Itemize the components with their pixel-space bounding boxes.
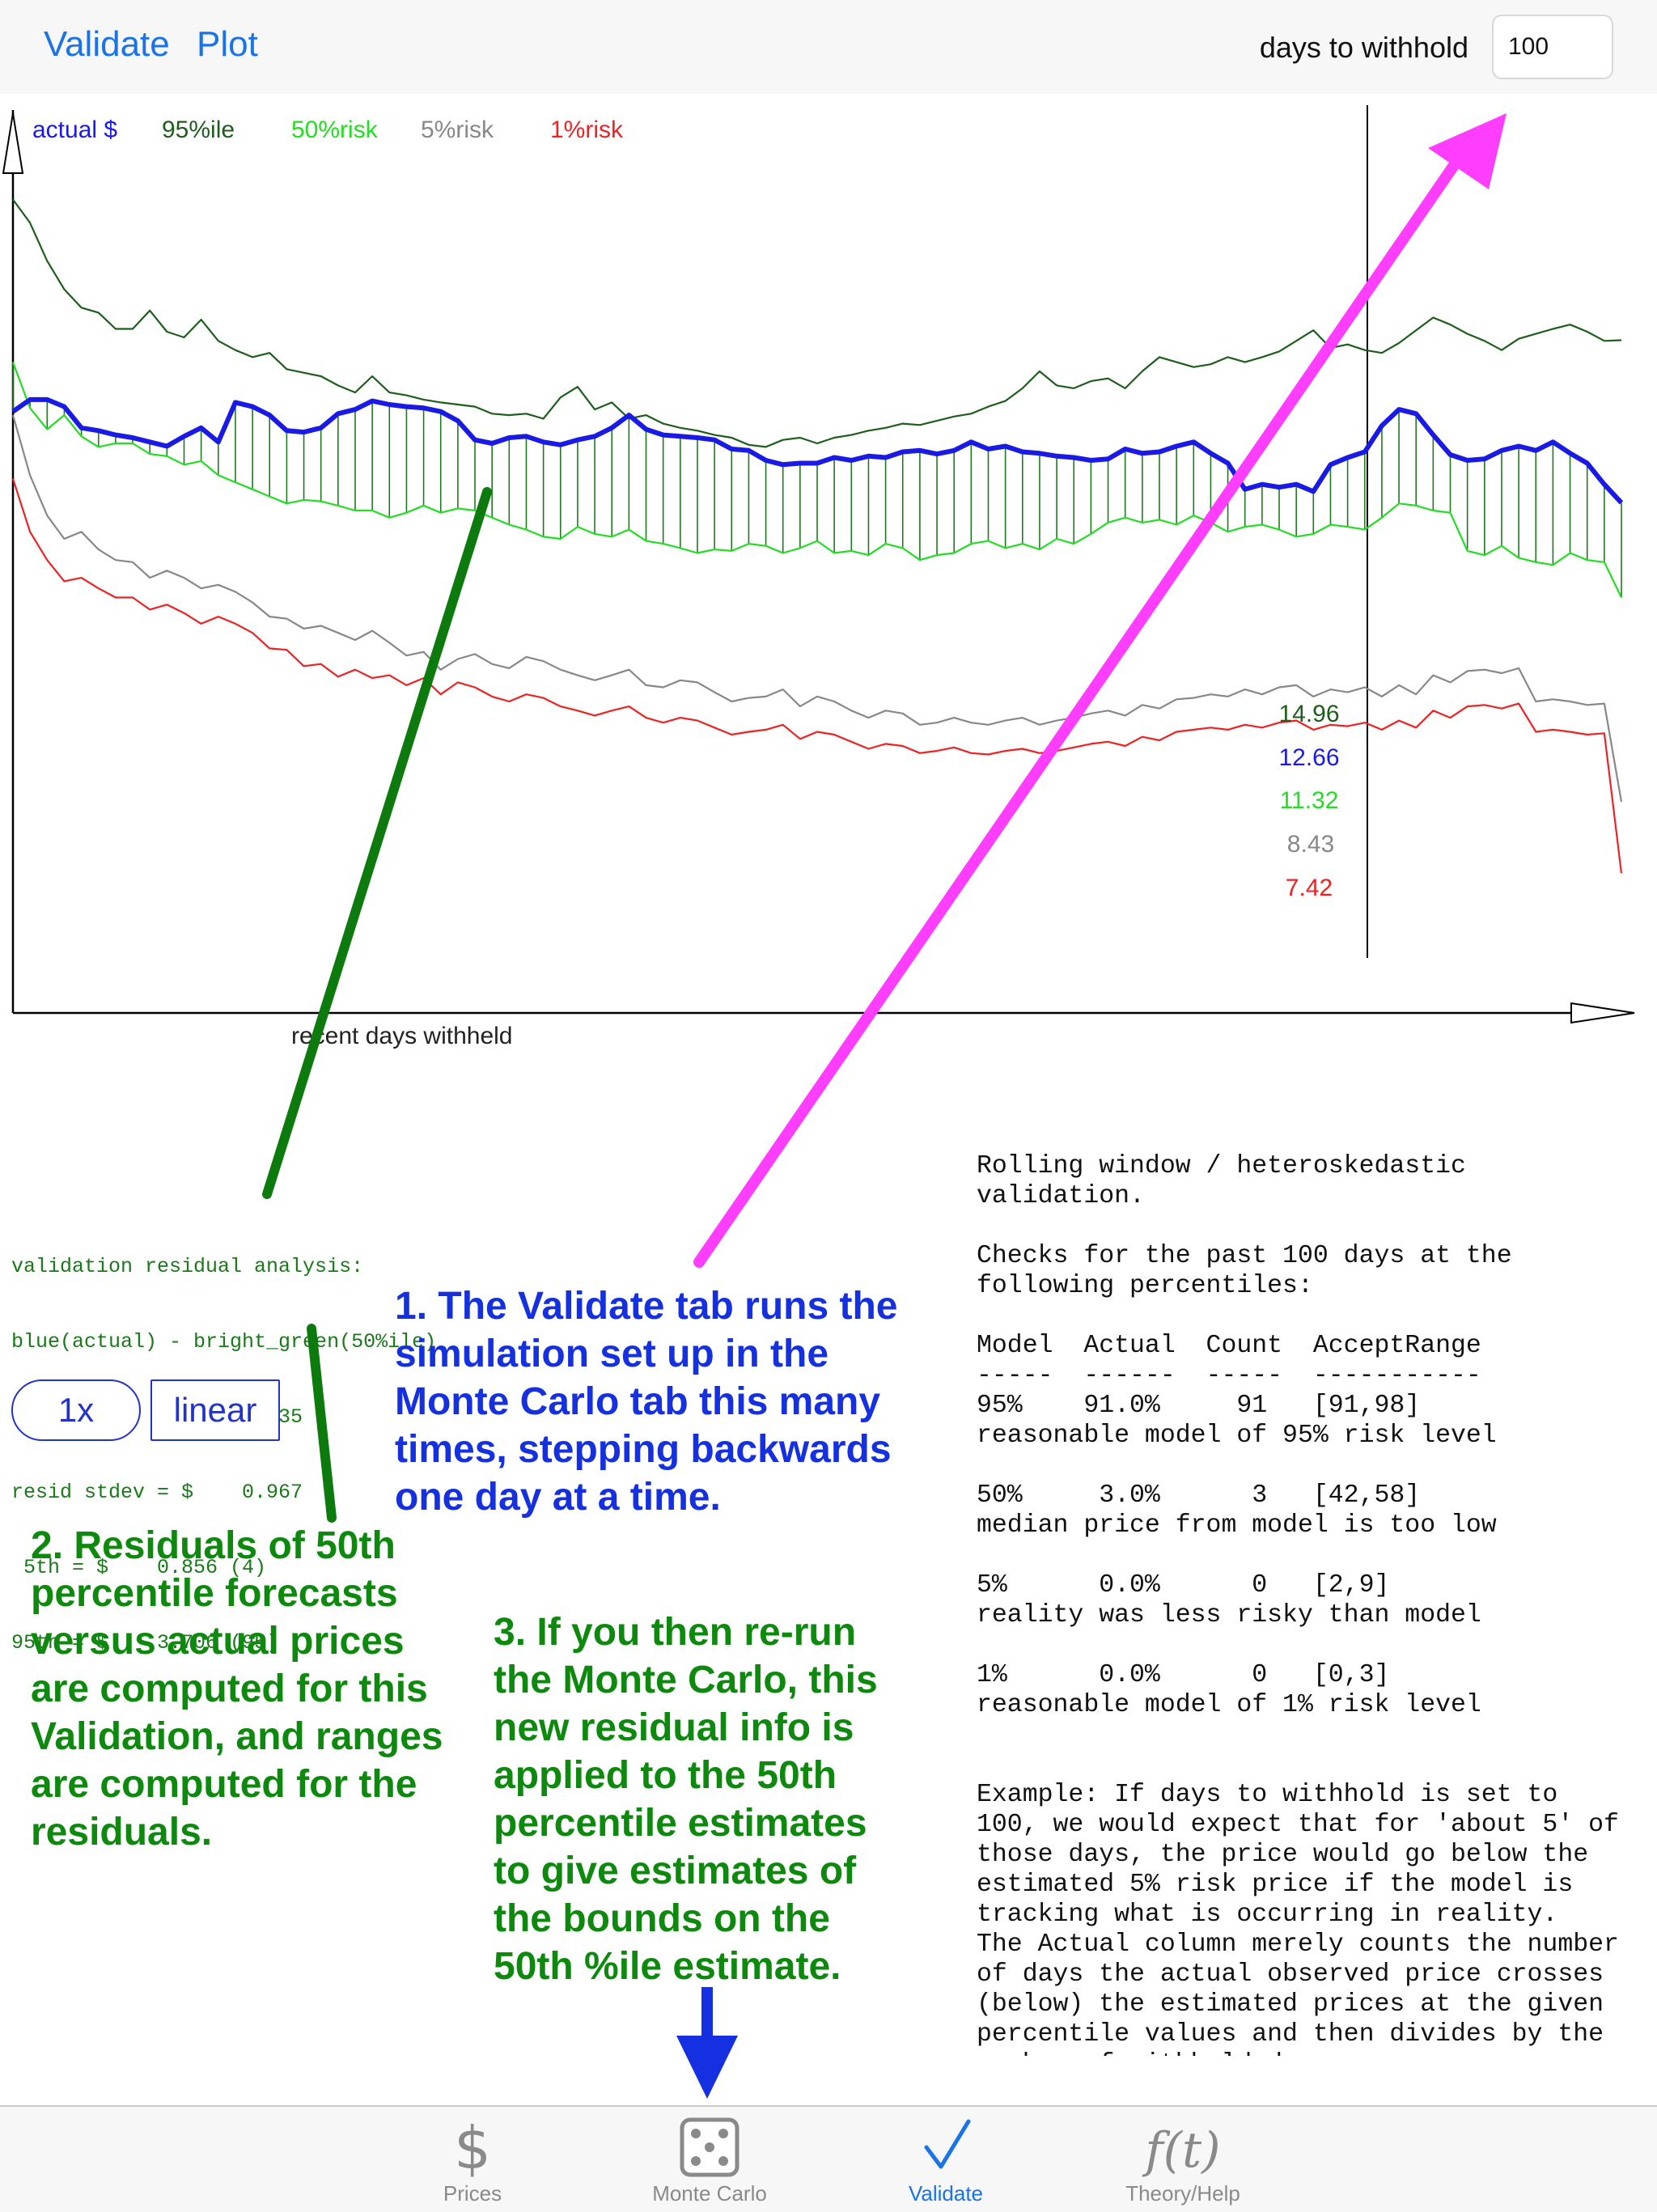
x-axis-arrowhead xyxy=(1570,1002,1635,1024)
svg-text:$: $ xyxy=(454,2114,491,2178)
tab-validate[interactable]: Validate xyxy=(857,2107,1035,2212)
x-axis-label: recent days withheld xyxy=(291,1023,513,1049)
tab-theory-help[interactable]: f(t) Theory/Help xyxy=(1094,2107,1272,2212)
legend-1risk: 1%risk xyxy=(550,117,624,143)
speed-button[interactable]: 1x xyxy=(11,1379,141,1441)
end-value-95ile: 14.96 xyxy=(1278,701,1339,727)
residual-bars xyxy=(12,362,1622,598)
residual-line: 5th = $ 0.856 (4) xyxy=(11,1556,267,1579)
checkmark-icon xyxy=(924,2119,971,2169)
y-axis-arrowhead xyxy=(2,112,24,174)
tab-label: Monte Carlo xyxy=(652,2181,767,2206)
svg-text:f(t): f(t) xyxy=(1142,2122,1220,2178)
residual-line: 95th = $ 3.706 (95) xyxy=(11,1631,279,1655)
plot-button[interactable]: Plot xyxy=(197,24,258,64)
tab-monte-carlo[interactable]: Monte Carlo xyxy=(621,2107,799,2212)
residual-line: resid stdev = $ 0.967 xyxy=(11,1481,303,1504)
days-to-withhold-label: days to withhold xyxy=(1259,31,1468,64)
end-value-actual: 12.66 xyxy=(1278,744,1339,771)
tab-prices[interactable]: $ Prices xyxy=(384,2107,562,2212)
tab-label: Prices xyxy=(443,2181,502,2206)
top-bar: Validate Plot days to withhold xyxy=(0,0,1657,94)
scale-button[interactable]: linear xyxy=(150,1379,280,1441)
legend-50risk: 50%risk xyxy=(291,117,379,143)
validation-chart: actual $ 95%ile 50%risk 5%risk 1%risk 14… xyxy=(2,105,1635,1049)
days-to-withhold-input[interactable] xyxy=(1492,15,1613,79)
validate-button[interactable]: Validate xyxy=(44,24,170,64)
end-value-5risk: 8.43 xyxy=(1287,831,1334,858)
end-value-50risk: 11.32 xyxy=(1280,787,1339,814)
end-value-1risk: 7.42 xyxy=(1286,875,1333,901)
legend-95ile: 95%ile xyxy=(162,117,235,143)
legend-actual: actual $ xyxy=(32,117,117,143)
residual-line: validation residual analysis: xyxy=(11,1255,364,1278)
chart-legend: actual $ 95%ile 50%risk 5%risk 1%risk xyxy=(32,117,624,143)
tab-bar: $ Prices Monte Carlo Validate f(t) Theor… xyxy=(0,2105,1657,2212)
tab-label: Theory/Help xyxy=(1125,2181,1240,2206)
annotation-1: 1. The Validate tab runs the simulation … xyxy=(395,1285,898,1519)
annotation-3: 3. If you then re-run the Monte Carlo, t… xyxy=(494,1611,878,1988)
tab-label: Validate xyxy=(908,2181,984,2206)
validation-report: Rolling window / heteroskedastic validat… xyxy=(977,1152,1619,2056)
blue-arrow-head xyxy=(676,2036,738,2099)
dollar-icon: $ xyxy=(454,2114,491,2178)
residual-line: blue(actual) - bright_green(50%ile) xyxy=(11,1330,437,1354)
dice-icon xyxy=(680,2117,740,2177)
annotation-2: 2. Residuals of 50th percentile forecast… xyxy=(31,1524,443,1854)
function-icon: f(t) xyxy=(1142,2122,1220,2178)
legend-5risk: 5%risk xyxy=(421,117,494,143)
